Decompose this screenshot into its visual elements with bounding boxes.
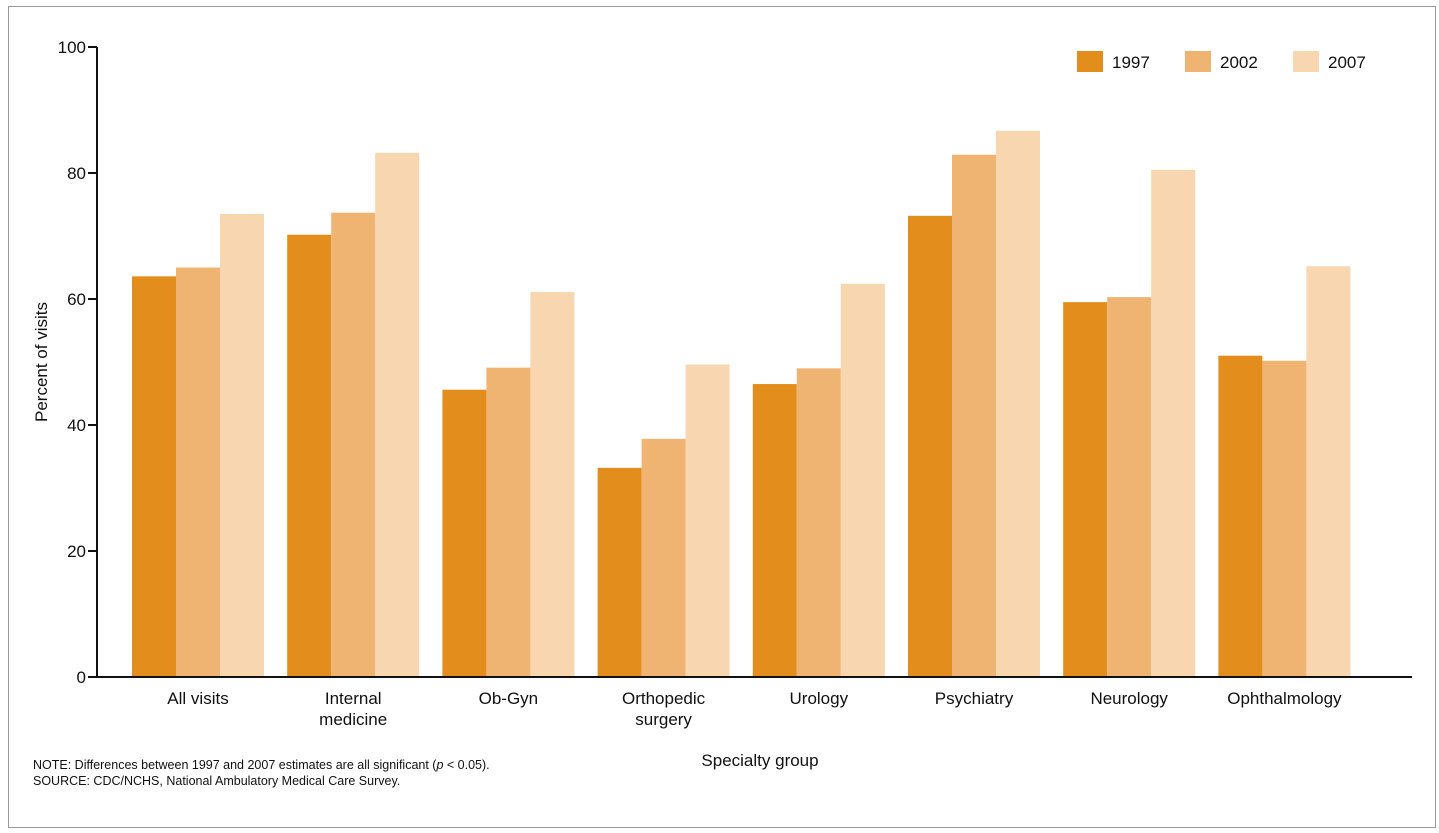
y-tick-label-40: 40 [67, 416, 86, 435]
x-tick-label-0-0: All visits [167, 689, 228, 708]
bar-1997-4 [752, 384, 797, 677]
x-tick-label-2-0: Ob-Gyn [479, 689, 539, 708]
y-tick-label-0: 0 [77, 668, 86, 687]
legend-label-2002: 2002 [1220, 53, 1258, 72]
bar-2002-2 [486, 367, 531, 677]
y-tick-label-20: 20 [67, 542, 86, 561]
legend-swatch-1997 [1077, 51, 1103, 72]
x-tick-label-5-0: Psychiatry [935, 689, 1014, 708]
bar-2007-1 [375, 152, 420, 678]
bar-2002-0 [176, 267, 220, 677]
x-axis-title: Specialty group [701, 751, 818, 770]
legend-label-1997: 1997 [1112, 53, 1150, 72]
x-tick-label-3-1: surgery [635, 710, 692, 729]
y-tick-label-80: 80 [67, 164, 86, 183]
x-tick-label-1-0: Internal [325, 689, 382, 708]
bar-2007-3 [685, 364, 730, 677]
x-tick-label-7-0: Ophthalmology [1227, 689, 1342, 708]
bar-1997-2 [442, 389, 487, 677]
figure-frame [8, 6, 1436, 828]
bar-1997-3 [597, 467, 642, 677]
bar-1997-1 [287, 234, 332, 678]
chart-note: NOTE: Differences between 1997 and 2007 … [33, 758, 490, 772]
y-tick-label-60: 60 [67, 290, 86, 309]
bar-2007-7 [1306, 266, 1351, 677]
bar-2002-7 [1262, 360, 1307, 677]
bar-1997-6 [1063, 302, 1108, 677]
legend-label-2007: 2007 [1328, 53, 1366, 72]
bar-2002-6 [1107, 297, 1152, 677]
legend-swatch-2007 [1293, 51, 1319, 72]
bar-2007-6 [1151, 169, 1196, 677]
bar-1997-0 [132, 276, 176, 677]
bar-2002-5 [952, 154, 996, 678]
bar-2007-5 [996, 130, 1040, 678]
legend-swatch-2002 [1185, 51, 1211, 72]
x-tick-label-4-0: Urology [790, 689, 849, 708]
x-tick-label-1-1: medicine [319, 710, 387, 729]
x-tick-label-6-0: Neurology [1090, 689, 1168, 708]
bar-2007-4 [840, 283, 885, 677]
bar-2007-0 [220, 213, 264, 677]
x-tick-label-3-0: Orthopedic [622, 689, 706, 708]
y-tick-label-100: 100 [58, 38, 86, 57]
chart-source: SOURCE: CDC/NCHS, National Ambulatory Me… [33, 774, 401, 788]
bar-2002-3 [641, 438, 686, 677]
bar-1997-5 [908, 215, 952, 677]
y-axis-title: Percent of visits [32, 302, 51, 422]
bar-2002-1 [331, 212, 376, 677]
bar-2007-2 [530, 292, 575, 677]
bar-2002-4 [796, 368, 841, 677]
bar-1997-7 [1218, 355, 1263, 677]
